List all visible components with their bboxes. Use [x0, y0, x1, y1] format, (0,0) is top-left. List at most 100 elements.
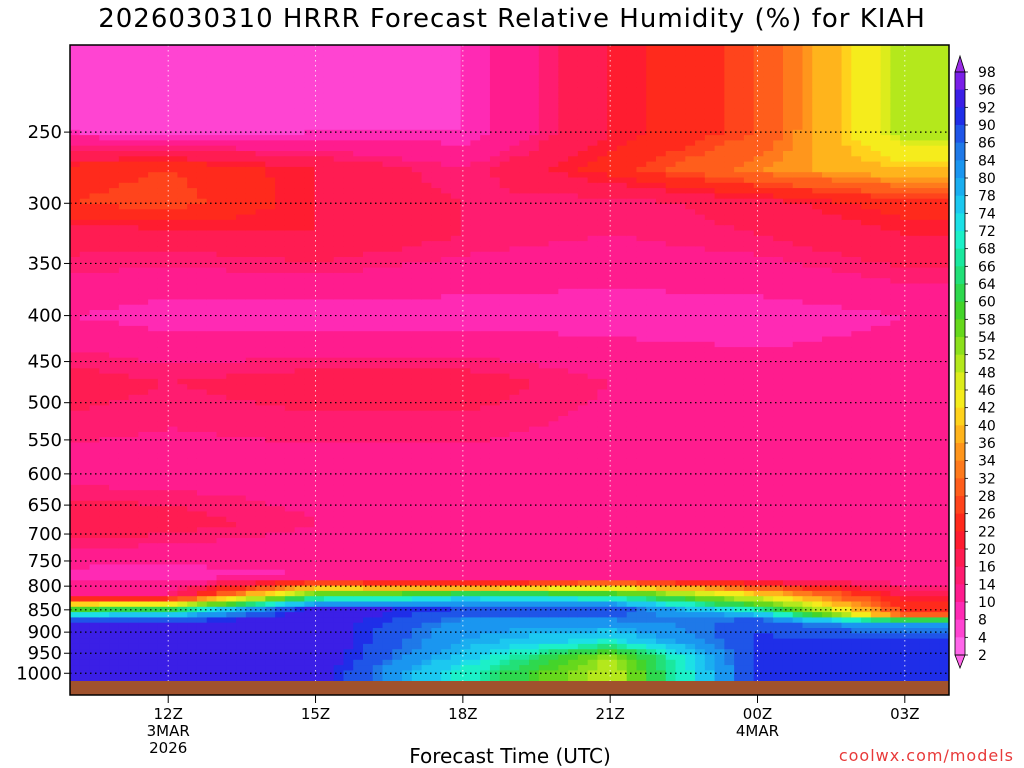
humidity-cell: [196, 71, 208, 78]
humidity-cell: [255, 92, 266, 99]
humidity-cell: [177, 490, 188, 497]
humidity-cell: [382, 129, 393, 136]
humidity-cell: [450, 246, 462, 253]
humidity-cell: [157, 315, 169, 322]
humidity-cell: [255, 490, 266, 497]
humidity-cell: [343, 214, 354, 221]
humidity-cell: [363, 182, 374, 189]
humidity-cell: [255, 590, 266, 597]
humidity-cell: [392, 389, 403, 396]
humidity-cell: [441, 543, 452, 550]
humidity-cell: [79, 336, 91, 343]
humidity-cell: [70, 124, 81, 131]
humidity-cell: [157, 341, 169, 348]
humidity-cell: [187, 389, 198, 396]
humidity-cell: [441, 283, 452, 290]
humidity-cell: [187, 543, 198, 550]
humidity-cell: [79, 378, 91, 385]
humidity-cell: [421, 633, 432, 640]
humidity-cell: [353, 453, 364, 459]
humidity-cell: [460, 495, 472, 502]
humidity-cell: [187, 469, 198, 475]
humidity-cell: [177, 299, 188, 306]
humidity-cell: [255, 135, 266, 141]
humidity-cell: [70, 257, 81, 263]
humidity-cell: [450, 378, 462, 385]
humidity-cell: [460, 559, 472, 565]
humidity-cell: [138, 124, 149, 131]
humidity-cell: [333, 230, 345, 237]
humidity-cell: [70, 98, 81, 104]
humidity-cell: [353, 384, 364, 391]
humidity-cell: [196, 458, 208, 465]
humidity-cell: [314, 166, 325, 173]
humidity-cell: [99, 45, 110, 51]
humidity-cell: [460, 537, 472, 544]
humidity-cell: [294, 384, 305, 391]
humidity-cell: [265, 166, 276, 173]
humidity-cell: [138, 638, 149, 645]
humidity-cell: [431, 304, 442, 311]
humidity-cell: [99, 177, 110, 184]
humidity-cell: [353, 458, 364, 465]
humidity-cell: [441, 553, 452, 560]
humidity-cell: [343, 665, 354, 671]
humidity-cell: [343, 453, 354, 459]
humidity-cell: [431, 410, 442, 417]
humidity-cell: [177, 421, 188, 428]
humidity-cell: [470, 92, 481, 99]
humidity-cell: [177, 66, 188, 73]
humidity-cell: [226, 469, 237, 475]
humidity-cell: [314, 500, 325, 507]
humidity-cell: [265, 92, 276, 99]
humidity-cell: [275, 463, 286, 470]
humidity-cell: [411, 400, 423, 406]
humidity-cell: [118, 219, 130, 226]
humidity-cell: [216, 638, 227, 645]
humidity-cell: [304, 347, 315, 353]
humidity-cell: [89, 363, 100, 369]
humidity-cell: [275, 304, 286, 311]
humidity-cell: [392, 516, 403, 523]
humidity-cell: [157, 442, 169, 449]
humidity-cell: [109, 437, 120, 444]
humidity-cell: [99, 55, 110, 62]
humidity-cell: [421, 119, 432, 126]
humidity-cell: [294, 272, 305, 279]
humidity-cell: [392, 76, 403, 83]
humidity-cell: [470, 246, 481, 253]
humidity-cell: [79, 474, 91, 481]
humidity-cell: [314, 522, 325, 528]
humidity-cell: [245, 182, 257, 189]
humidity-cell: [372, 394, 384, 401]
humidity-cell: [148, 352, 159, 359]
humidity-cell: [236, 622, 247, 629]
humidity-cell: [70, 405, 81, 412]
humidity-cell: [187, 463, 198, 470]
humidity-cell: [118, 659, 130, 666]
humidity-cell: [470, 225, 481, 232]
humidity-cell: [226, 193, 237, 200]
humidity-cell: [392, 421, 403, 428]
humidity-cell: [294, 341, 305, 348]
humidity-cell: [421, 161, 432, 168]
humidity-cell: [99, 447, 110, 454]
humidity-cell: [148, 484, 159, 491]
humidity-cell: [275, 299, 286, 306]
humidity-cell: [118, 368, 130, 375]
humidity-cell: [343, 458, 354, 465]
humidity-cell: [353, 585, 364, 592]
humidity-cell: [450, 45, 462, 51]
humidity-cell: [89, 654, 100, 661]
humidity-cell: [99, 230, 110, 237]
humidity-cell: [441, 166, 452, 173]
humidity-cell: [450, 103, 462, 110]
humidity-cell: [265, 193, 276, 200]
humidity-cell: [236, 516, 247, 523]
humidity-cell: [343, 341, 354, 348]
humidity-cell: [392, 363, 403, 369]
humidity-cell: [79, 590, 91, 597]
humidity-cell: [216, 55, 227, 62]
humidity-cell: [118, 45, 130, 51]
humidity-cell: [187, 606, 198, 613]
